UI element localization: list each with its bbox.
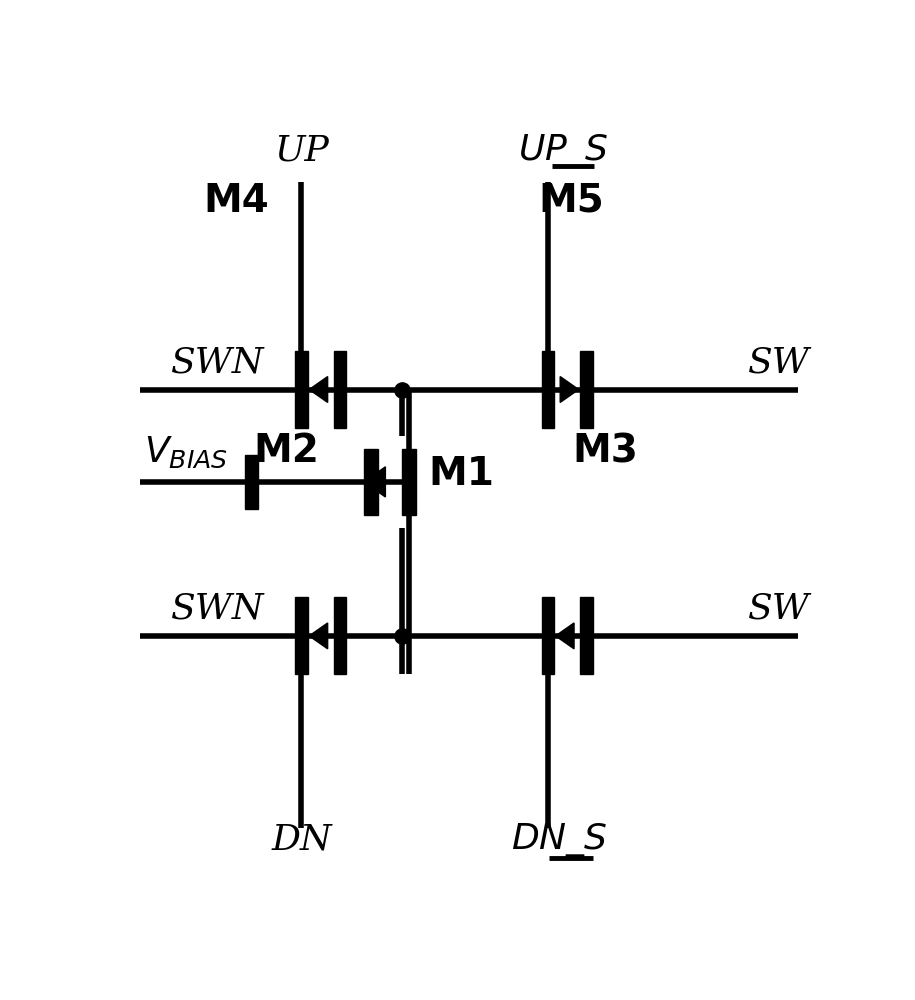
Bar (403, 449, 416, 515)
Bar (334, 597, 346, 674)
Text: M5: M5 (538, 182, 604, 220)
Bar (542, 351, 554, 428)
Text: $UP\_S$: $UP\_S$ (518, 132, 608, 170)
Bar (580, 597, 593, 674)
Bar (334, 351, 346, 428)
Bar (542, 597, 554, 674)
Polygon shape (560, 377, 578, 402)
Text: SW: SW (748, 592, 810, 626)
Bar (296, 597, 307, 674)
Polygon shape (364, 467, 385, 497)
Polygon shape (555, 623, 574, 649)
Bar (296, 351, 307, 428)
Text: SW: SW (748, 346, 810, 380)
Text: M1: M1 (428, 455, 494, 493)
Text: DN: DN (271, 823, 332, 857)
Text: UP: UP (274, 134, 328, 168)
Text: SWN: SWN (170, 346, 264, 380)
Text: SWN: SWN (170, 592, 264, 626)
Bar (364, 449, 378, 515)
Text: $DN\_S$: $DN\_S$ (511, 821, 608, 859)
Text: M3: M3 (573, 432, 639, 470)
Polygon shape (309, 623, 328, 649)
Bar (580, 351, 593, 428)
Text: M4: M4 (203, 182, 269, 220)
Text: $V_{BIAS}$: $V_{BIAS}$ (144, 435, 228, 470)
Text: M2: M2 (253, 432, 319, 470)
Bar (245, 455, 258, 509)
Polygon shape (309, 377, 328, 402)
